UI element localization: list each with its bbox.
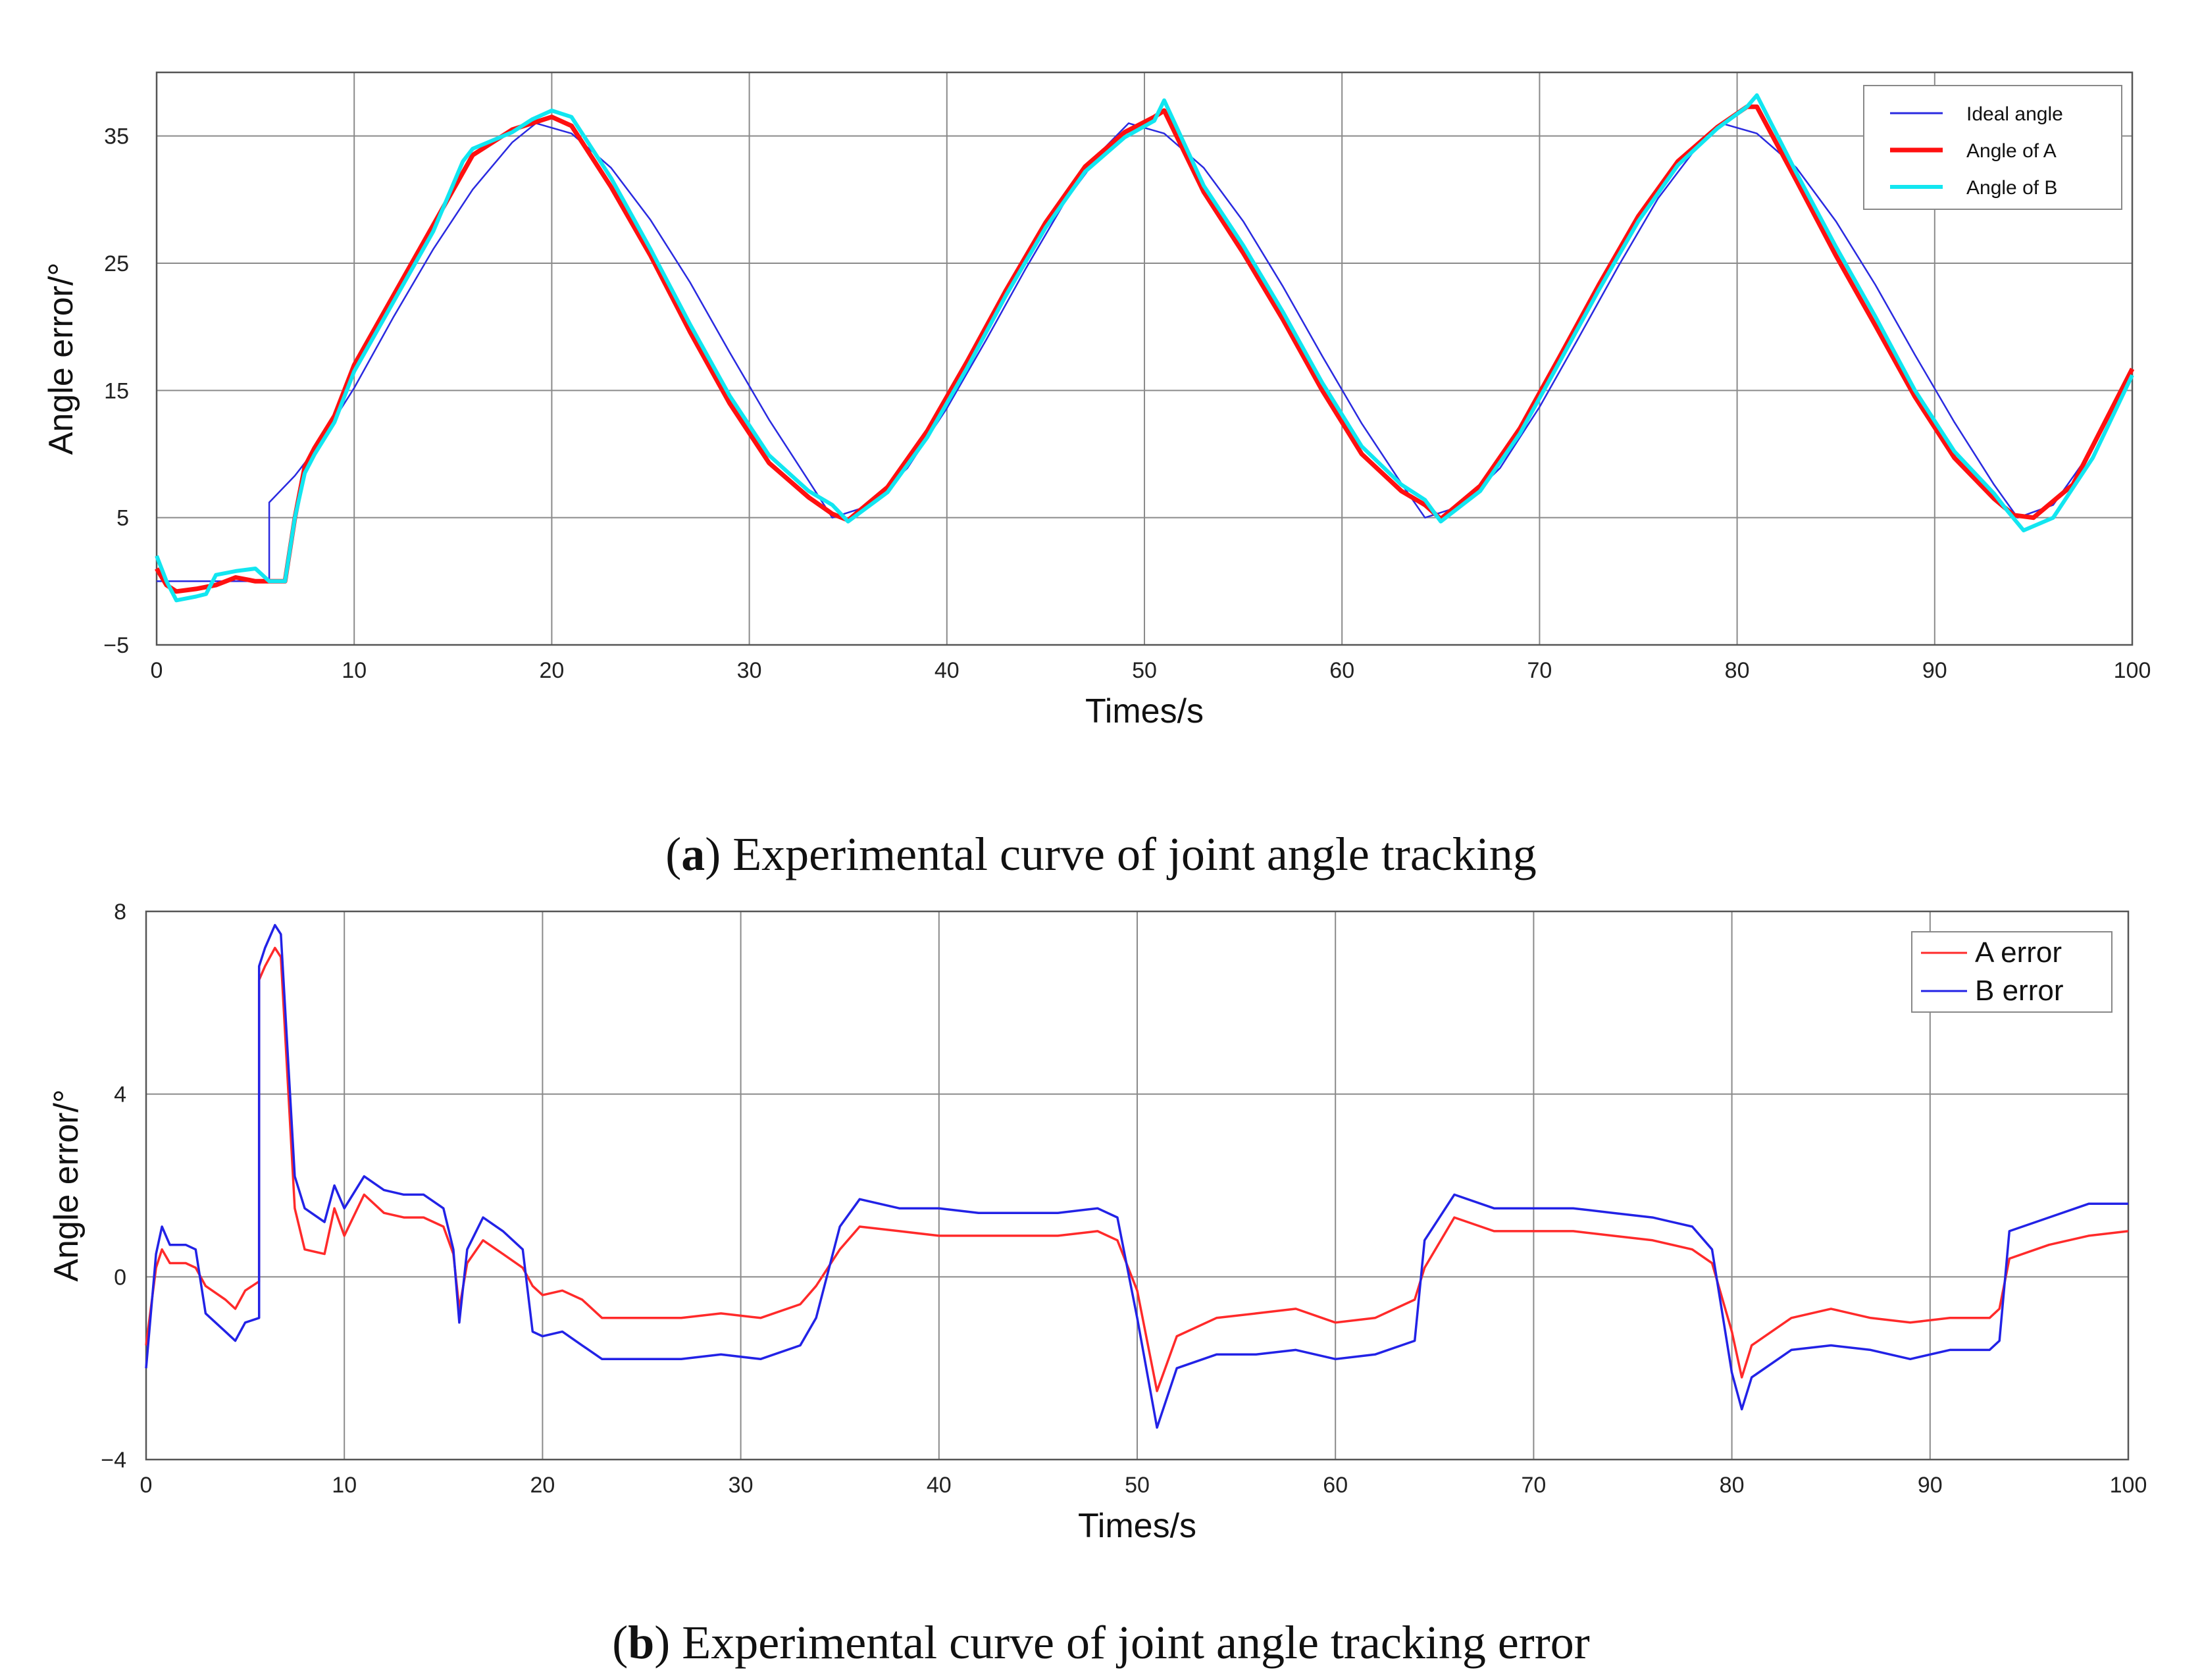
y-tick-label-1: 5 (116, 506, 129, 531)
legend-label-1: B error (1975, 975, 2063, 1007)
x-tick-label-6: 60 (1323, 1473, 1348, 1498)
x-tick-label-3: 30 (729, 1473, 754, 1498)
x-tick-label-7: 70 (1527, 658, 1552, 683)
y-tick-label-3: 8 (114, 900, 126, 925)
chart-b: 0 10 20 30 40 50 60 70 80 90 100 −4 0 4 8 Times/s Angle … (47, 900, 2147, 1545)
chart-a: 0 10 20 30 40 50 60 70 80 90 100 −5 5 15 25 35 Times/s An… (42, 71, 2151, 730)
x-tick-label-5: 50 (1125, 1473, 1150, 1498)
x-tick-label-0: 0 (151, 658, 163, 683)
x-tick-label-10: 100 (2110, 1473, 2147, 1498)
x-tick-label-6: 60 (1329, 658, 1354, 683)
x-tick-label-5: 50 (1132, 658, 1157, 683)
caption-a-label: a (681, 828, 705, 880)
legend-label-0: Ideal angle (1966, 103, 2063, 125)
x-tick-label-8: 80 (1720, 1473, 1745, 1498)
x-tick-label-9: 90 (1922, 658, 1947, 683)
legend-label-0: A error (1975, 936, 2062, 969)
x-tick-label-4: 40 (935, 658, 960, 683)
x-tick-label-0: 0 (140, 1473, 153, 1498)
x-tick-label-10: 100 (2114, 658, 2151, 683)
y-tick-label-4: 35 (104, 124, 129, 149)
y-tick-label-2: 15 (104, 378, 129, 403)
caption-a-text: Experimental curve of joint angle tracki… (732, 828, 1537, 880)
legend-box (1911, 931, 2112, 1013)
x-tick-label-3: 30 (737, 658, 762, 683)
x-tick-label-7: 70 (1521, 1473, 1546, 1498)
x-axis-label: Times/s (1085, 692, 1204, 730)
x-tick-label-2: 20 (539, 658, 564, 683)
caption-a: (a) Experimental curve of joint angle tr… (665, 828, 1537, 880)
x-tick-label-8: 80 (1725, 658, 1750, 683)
legend: A error B error (1911, 931, 2112, 1013)
caption-b: (b) Experimental curve of joint angle tr… (612, 1616, 1589, 1669)
legend: Ideal angle Angle of A Angle of B (1863, 85, 2122, 210)
x-tick-label-4: 40 (927, 1473, 952, 1498)
x-tick-label-1: 10 (342, 658, 367, 683)
y-axis-label: Angle error/° (42, 263, 80, 455)
legend-label-2: Angle of B (1966, 177, 2057, 199)
series-line-b-error (145, 924, 2128, 1429)
y-axis-label: Angle error/° (47, 1089, 86, 1281)
plot-frame (145, 910, 2130, 1461)
y-tick-label-3: 25 (104, 251, 129, 276)
x-axis-label: Times/s (1078, 1507, 1196, 1545)
legend-label-1: Angle of A (1966, 140, 2057, 162)
y-tick-label-0: −4 (101, 1448, 126, 1473)
series-line-angle-of-a (154, 104, 2135, 594)
x-tick-label-2: 20 (530, 1473, 555, 1498)
plot-frame (155, 71, 2134, 646)
caption-b-label: b (628, 1616, 654, 1669)
x-tick-label-1: 10 (332, 1473, 357, 1498)
x-tick-label-9: 90 (1918, 1473, 1943, 1498)
y-tick-label-2: 4 (114, 1082, 126, 1107)
caption-b-text: Experimental curve of joint angle tracki… (682, 1616, 1589, 1669)
series-line-angle-of-b (155, 93, 2134, 603)
y-tick-label-0: −5 (103, 633, 129, 658)
y-tick-label-1: 0 (114, 1265, 126, 1290)
series-line-ideal-angle (157, 122, 2134, 582)
